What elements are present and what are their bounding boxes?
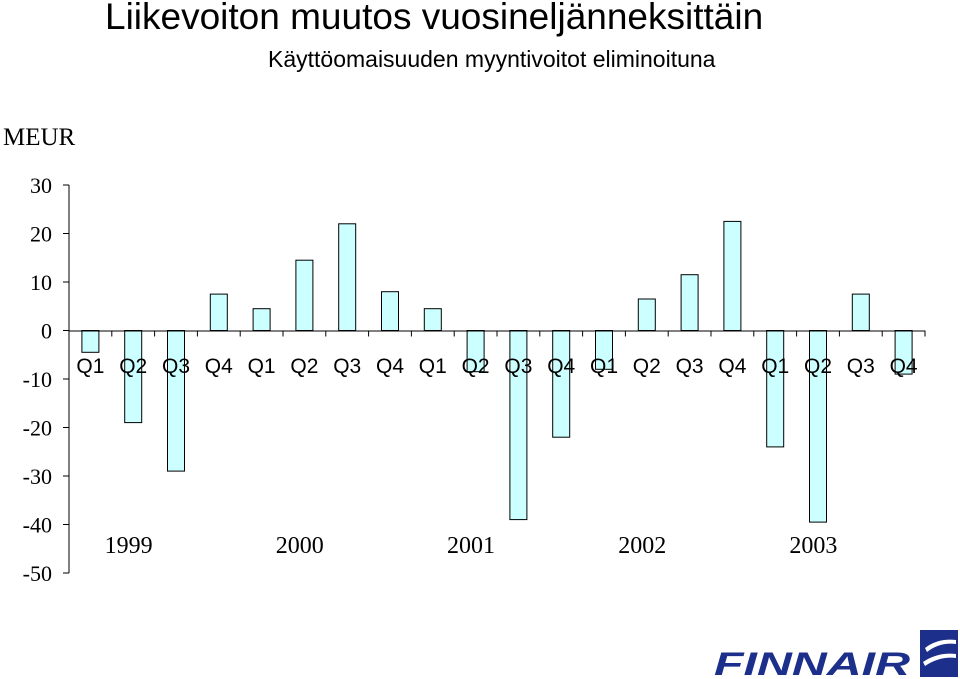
quarter-label: Q2 — [804, 355, 832, 378]
bar-6 — [295, 259, 314, 332]
quarter-label: Q2 — [290, 355, 318, 378]
y-tick-label: -30 — [23, 464, 52, 489]
finnair-logo-icon — [920, 630, 958, 677]
bar-14 — [637, 298, 656, 331]
bar-8 — [381, 291, 399, 332]
y-tick-label: -20 — [23, 416, 52, 441]
quarter-label: Q1 — [76, 355, 104, 378]
bar-3 — [167, 330, 185, 472]
y-tick-label: 20 — [30, 222, 52, 247]
quarter-label: Q3 — [504, 355, 532, 378]
chart-title: Liikevoiton muutos vuosineljänneksittäin — [105, 0, 764, 37]
y-tick-label: 30 — [30, 173, 52, 198]
quarter-label: Q4 — [376, 355, 404, 378]
bar-15 — [680, 274, 699, 332]
bar-16 — [723, 220, 742, 331]
y-tick-label: -40 — [23, 513, 52, 538]
quarter-label: Q2 — [462, 355, 490, 378]
bar-17 — [766, 330, 785, 448]
quarter-labels-group: Q1 Q2 Q3 Q4 Q1 Q2 Q3 Q4 Q1 Q2 Q3 Q4 Q1 Q2 Q3 Q4 Q1 Q2 Q3 Q4 — [76, 355, 918, 378]
quarter-label: Q4 — [718, 355, 746, 378]
finnair-logo: FINNAIR — [714, 630, 958, 679]
year-label: 2001 — [447, 533, 495, 559]
y-ticks-group: 30 20 10 0 -10 -20 -30 -40 -50 — [23, 173, 69, 586]
quarter-label: Q3 — [162, 355, 190, 378]
bar-7 — [338, 223, 357, 331]
year-label: 2003 — [789, 533, 837, 559]
quarter-label: Q1 — [761, 355, 789, 378]
finnair-wordmark: FINNAIR — [714, 646, 910, 679]
x-ticks-group — [68, 330, 926, 337]
quarter-label: Q4 — [205, 355, 233, 378]
bar-9 — [423, 308, 442, 332]
y-tick-label: -10 — [23, 367, 52, 392]
quarter-label: Q1 — [248, 355, 276, 378]
quarter-label: Q3 — [847, 355, 875, 378]
bar-4 — [209, 293, 228, 332]
chart-subtitle: Käyttöomaisuuden myyntivoitot eliminoitu… — [268, 46, 716, 72]
quarter-label: Q2 — [633, 355, 661, 378]
bar-19 — [851, 293, 870, 332]
bar-1 — [81, 330, 100, 353]
quarter-label: Q3 — [676, 355, 704, 378]
bar-5 — [252, 308, 271, 332]
quarter-label: Q1 — [419, 355, 447, 378]
bars-group — [81, 220, 913, 523]
year-label: 2002 — [618, 533, 666, 559]
y-tick-label: 0 — [41, 319, 52, 344]
year-label: 2000 — [276, 533, 324, 559]
quarter-label: Q2 — [119, 355, 147, 378]
bar-12 — [552, 330, 571, 438]
y-tick-label: 10 — [30, 270, 52, 295]
year-label: 1999 — [105, 533, 153, 559]
quarter-label: Q4 — [890, 355, 918, 378]
quarter-label: Q4 — [547, 355, 575, 378]
quarter-label: Q1 — [590, 355, 618, 378]
y-axis-label: MEUR — [3, 124, 76, 151]
y-tick-label: -50 — [23, 561, 52, 586]
quarter-label: Q3 — [333, 355, 361, 378]
year-labels-group: 1999 2000 2001 2002 2003 — [105, 533, 838, 559]
